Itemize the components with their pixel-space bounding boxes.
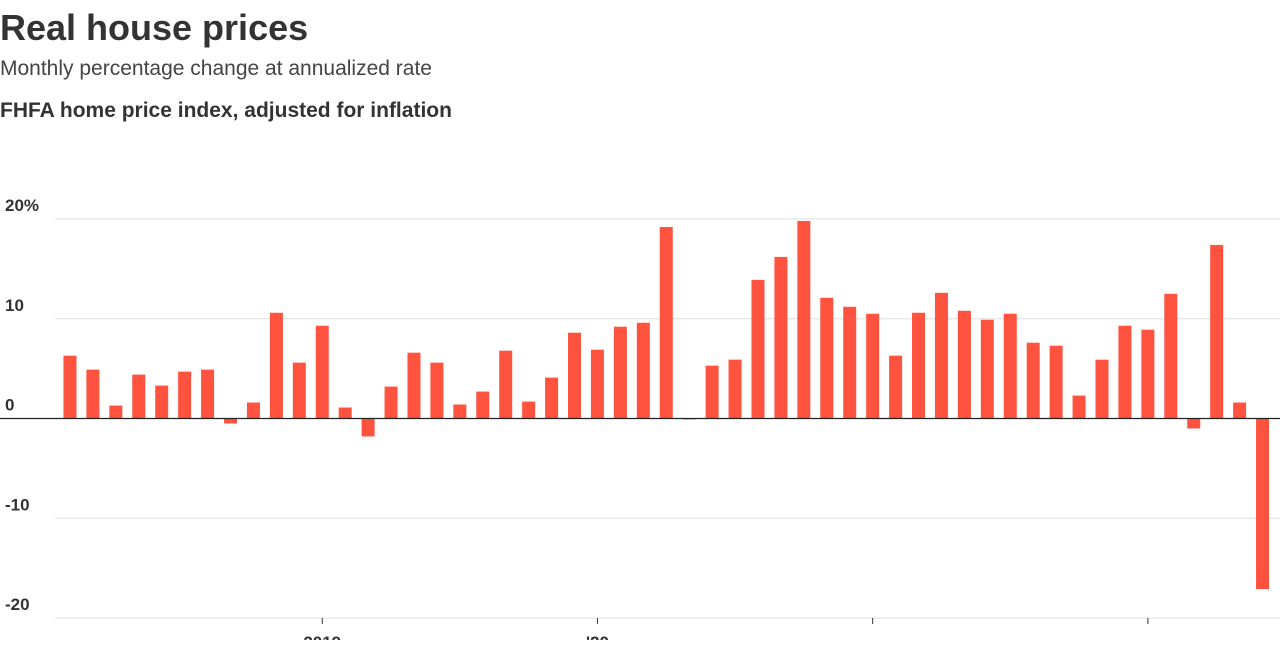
- bar: [934, 292, 948, 419]
- bar: [705, 365, 719, 419]
- bar: [384, 386, 398, 419]
- bar: [889, 355, 903, 419]
- bar: [568, 332, 582, 419]
- bar: [1210, 244, 1224, 419]
- bar: [728, 359, 742, 419]
- bar: [1072, 395, 1086, 419]
- bar: [499, 350, 513, 419]
- bar: [155, 385, 169, 419]
- bar: [201, 369, 215, 419]
- y-tick-label: 0: [5, 396, 14, 415]
- bar: [1141, 329, 1155, 419]
- bar: [545, 377, 559, 419]
- bar: [292, 362, 306, 419]
- bar: [843, 306, 857, 419]
- bar: [866, 313, 880, 419]
- bar: [476, 391, 490, 419]
- bar: [636, 322, 650, 419]
- bar: [224, 418, 238, 424]
- bar: [613, 326, 627, 419]
- bar: [178, 371, 192, 419]
- bar: [269, 312, 283, 419]
- bar: [659, 226, 673, 419]
- bar: [1095, 359, 1109, 419]
- bar: [751, 279, 765, 419]
- bar: [407, 352, 421, 419]
- chart-subtitle: Monthly percentage change at annualized …: [0, 57, 432, 80]
- bar: [1003, 313, 1017, 419]
- bar: [338, 407, 352, 419]
- chart-label: FHFA home price index, adjusted for infl…: [0, 99, 452, 122]
- x-tick-label: '20: [586, 633, 609, 640]
- y-tick-label: -20: [5, 595, 30, 614]
- bar: [430, 362, 444, 419]
- bar: [980, 319, 994, 419]
- bar: [63, 355, 77, 419]
- bar: [522, 401, 536, 419]
- bar: [453, 404, 467, 419]
- bar: [1187, 418, 1201, 429]
- bar: [590, 349, 604, 419]
- bar: [774, 256, 788, 419]
- bar: [1026, 342, 1040, 419]
- y-tick-label: 10: [5, 296, 24, 315]
- bar: [1233, 402, 1247, 419]
- bar: [957, 310, 971, 419]
- bar: [797, 220, 811, 419]
- bar: [1164, 293, 1178, 419]
- bar: [820, 297, 834, 419]
- bar: [912, 312, 926, 419]
- chart-title: Real house prices: [0, 7, 308, 48]
- y-tick-label: 20%: [5, 196, 39, 215]
- bar: [246, 402, 260, 419]
- x-tick-label: 2019: [303, 633, 341, 640]
- bar: [86, 369, 100, 419]
- bar: [1118, 325, 1132, 419]
- bar: [315, 325, 329, 419]
- bar: [1049, 345, 1063, 419]
- bar: [1256, 418, 1270, 590]
- y-tick-label: -10: [5, 495, 30, 514]
- bar: [361, 418, 375, 437]
- bar: [109, 405, 123, 419]
- bar: [132, 374, 146, 419]
